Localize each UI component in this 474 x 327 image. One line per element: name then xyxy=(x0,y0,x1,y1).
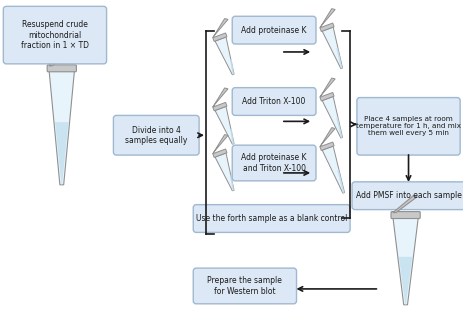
Polygon shape xyxy=(213,33,227,42)
FancyBboxPatch shape xyxy=(232,16,316,44)
Polygon shape xyxy=(215,37,234,75)
Polygon shape xyxy=(49,71,74,185)
Polygon shape xyxy=(320,142,334,150)
Polygon shape xyxy=(393,196,417,213)
Text: Divide into 4
samples equally: Divide into 4 samples equally xyxy=(125,126,187,145)
FancyBboxPatch shape xyxy=(113,115,199,155)
Polygon shape xyxy=(213,19,228,38)
Polygon shape xyxy=(320,78,335,97)
Polygon shape xyxy=(49,49,73,66)
FancyBboxPatch shape xyxy=(3,6,107,64)
Polygon shape xyxy=(337,169,345,193)
Polygon shape xyxy=(322,96,343,138)
Polygon shape xyxy=(320,9,335,28)
Polygon shape xyxy=(336,47,343,69)
Polygon shape xyxy=(230,175,234,191)
Text: Add Triton X-100: Add Triton X-100 xyxy=(242,97,306,106)
FancyBboxPatch shape xyxy=(232,88,316,115)
FancyBboxPatch shape xyxy=(232,145,316,181)
Text: Prepare the sample
for Western blot: Prepare the sample for Western blot xyxy=(208,276,283,296)
Text: Resuspend crude
mitochondrial
fraction in 1 × TD: Resuspend crude mitochondrial fraction i… xyxy=(21,20,89,50)
Polygon shape xyxy=(230,59,234,75)
Polygon shape xyxy=(320,93,334,101)
Polygon shape xyxy=(322,146,345,193)
Polygon shape xyxy=(322,27,343,69)
Polygon shape xyxy=(213,149,227,157)
Polygon shape xyxy=(215,153,234,191)
Text: Place 4 samples at room
temperature for 1 h, and mix
them well every 5 min: Place 4 samples at room temperature for … xyxy=(356,116,461,136)
Polygon shape xyxy=(336,117,343,138)
FancyBboxPatch shape xyxy=(47,65,76,72)
Polygon shape xyxy=(320,23,334,31)
Text: Use the forth sample as a blank control: Use the forth sample as a blank control xyxy=(196,214,347,223)
Polygon shape xyxy=(399,257,412,305)
Polygon shape xyxy=(215,106,234,144)
Polygon shape xyxy=(230,129,234,144)
Polygon shape xyxy=(55,122,69,185)
FancyBboxPatch shape xyxy=(352,182,465,210)
Polygon shape xyxy=(213,88,228,107)
FancyBboxPatch shape xyxy=(193,268,297,304)
Polygon shape xyxy=(393,217,418,305)
Polygon shape xyxy=(213,102,227,111)
FancyBboxPatch shape xyxy=(391,212,420,218)
Text: Add proteinase K: Add proteinase K xyxy=(241,26,307,35)
Text: Add PMSF into each sample: Add PMSF into each sample xyxy=(356,191,462,200)
Text: Add proteinase K
and Triton X-100: Add proteinase K and Triton X-100 xyxy=(241,153,307,173)
Polygon shape xyxy=(213,135,228,154)
FancyBboxPatch shape xyxy=(357,97,460,155)
Polygon shape xyxy=(320,128,335,147)
FancyBboxPatch shape xyxy=(193,205,350,232)
